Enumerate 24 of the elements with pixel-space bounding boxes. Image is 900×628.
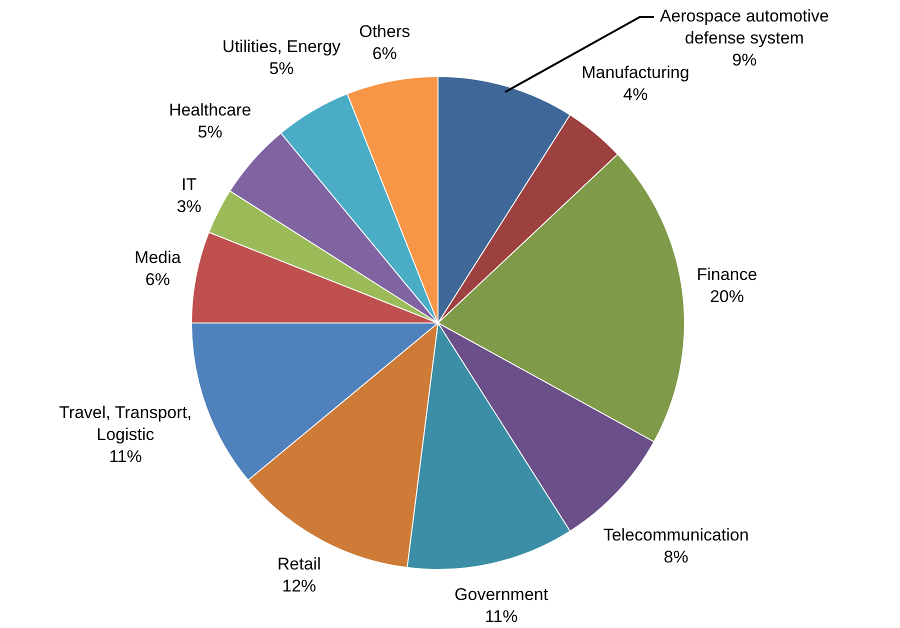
slice-label: Telecommunication (603, 525, 749, 544)
data-label: 3% (176, 196, 202, 216)
data-label: 6% (372, 44, 397, 63)
slice-label: Media (134, 248, 182, 268)
slice-label: Finance (696, 265, 758, 284)
data-label: 5% (269, 59, 294, 78)
slice-label: Utilities, Energy (222, 37, 342, 56)
data-label: 20% (710, 287, 744, 306)
slice-label: Retail (277, 554, 321, 574)
data-label: 12% (282, 576, 316, 596)
data-label: 6% (145, 270, 170, 290)
slice-label: Healthcare (168, 100, 252, 120)
data-label: 11% (109, 447, 142, 466)
slice-label: Government (454, 584, 548, 604)
slice-label: Others (359, 22, 410, 41)
data-label: 8% (664, 547, 688, 566)
data-label: 4% (623, 84, 648, 104)
slice-label: IT (181, 174, 197, 194)
data-label: 9% (732, 50, 757, 70)
data-label: 11% (484, 606, 518, 626)
slice-label: Aerospace automotive defense system (660, 6, 830, 48)
data-label: 5% (198, 122, 222, 142)
slice-label: Manufacturing (582, 62, 690, 82)
slice-label: Travel, Transport, Logistic (59, 403, 192, 444)
